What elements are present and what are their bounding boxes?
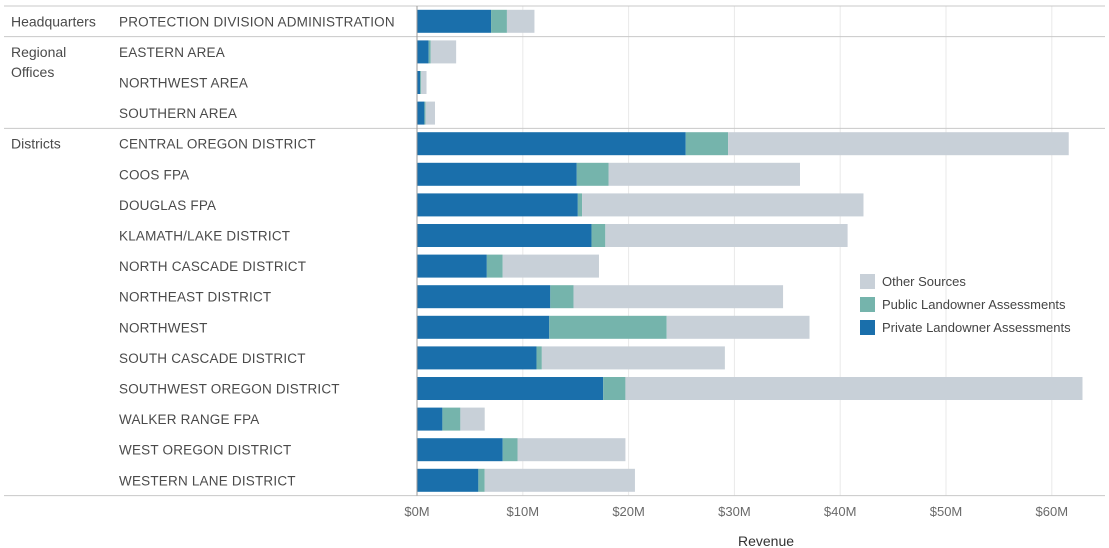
legend-label: Public Landowner Assessments [882,297,1066,312]
legend-swatch-private-landowner-assessments [860,320,875,335]
group-label: Offices [11,64,54,80]
bar-segment-private-landowner-assessments[interactable] [417,254,487,278]
row-labels: PROTECTION DIVISION ADMINISTRATION EASTER… [119,14,395,488]
row-label: NORTHWEST [119,320,208,335]
bar-segment-other-sources[interactable] [608,162,800,186]
row-label: NORTHWEST AREA [119,76,248,91]
row-label: KLAMATH/LAKE DISTRICT [119,229,290,244]
row-label: NORTHEAST DISTRICT [119,290,271,305]
legend-swatch-public-landowner-assessments [860,297,875,312]
legend-swatch-other-sources [860,274,875,289]
group-label: Districts [11,136,61,152]
bar-segment-public-landowner-assessments[interactable] [428,40,431,64]
bar-segment-public-landowner-assessments[interactable] [685,132,729,156]
row-label: SOUTHWEST OREGON DISTRICT [119,382,340,397]
bar-segment-private-landowner-assessments[interactable] [417,377,604,400]
group-separators [4,5,1105,497]
row-label: COOS FPA [119,167,189,182]
bar-segment-private-landowner-assessments[interactable] [417,346,537,370]
bar-segment-private-landowner-assessments[interactable] [417,162,577,186]
row-label: SOUTH CASCADE DISTRICT [119,351,306,366]
bar-segment-other-sources[interactable] [517,438,626,462]
gridlines [522,6,1053,496]
bar-segment-public-landowner-assessments[interactable] [549,315,667,339]
bar-segment-public-landowner-assessments[interactable] [603,377,626,400]
bar-segment-other-sources[interactable] [460,407,485,431]
bar-segment-private-landowner-assessments[interactable] [417,315,550,339]
bar-segment-private-landowner-assessments[interactable] [417,407,443,431]
x-tick-label: $60M [1036,504,1069,519]
row-label: SOUTHERN AREA [119,106,237,121]
row-label: CENTRAL OREGON DISTRICT [119,137,316,152]
bar-segment-private-landowner-assessments[interactable] [417,224,592,247]
bar-segment-public-landowner-assessments[interactable] [486,254,503,278]
bar-segment-private-landowner-assessments[interactable] [417,40,429,64]
bar-segment-private-landowner-assessments[interactable] [417,71,421,94]
bars [417,9,1083,492]
bar-segment-other-sources[interactable] [430,40,457,64]
bar-segment-public-landowner-assessments[interactable] [576,162,609,186]
bar-segment-private-landowner-assessments[interactable] [417,132,686,156]
x-tick-label: $40M [824,504,857,519]
bar-segment-public-landowner-assessments[interactable] [591,224,606,247]
x-tick-label: $0M [404,504,429,519]
legend: Other Sources Public Landowner Assessment… [860,274,1071,335]
row-label: WESTERN LANE DISTRICT [119,473,296,488]
bar-segment-private-landowner-assessments[interactable] [417,9,492,33]
x-tick-label: $50M [930,504,963,519]
x-axis-title: Revenue [738,533,794,548]
group-labels: Headquarters Regional Offices Districts [11,13,96,151]
legend-label: Other Sources [882,274,966,289]
bar-segment-other-sources[interactable] [425,101,435,125]
bar-segment-other-sources[interactable] [582,193,864,217]
bar-segment-public-landowner-assessments[interactable] [424,101,426,125]
bar-segment-public-landowner-assessments[interactable] [442,407,461,431]
bar-segment-private-landowner-assessments[interactable] [417,285,551,309]
x-tick-label: $30M [718,504,751,519]
bar-segment-public-landowner-assessments[interactable] [420,71,422,94]
row-label: EASTERN AREA [119,45,225,60]
x-tick-label: $10M [507,504,540,519]
bar-segment-public-landowner-assessments[interactable] [502,438,518,462]
bar-segment-other-sources[interactable] [484,468,635,492]
row-label: WALKER RANGE FPA [119,412,259,427]
bar-segment-private-landowner-assessments[interactable] [417,438,503,462]
bar-segment-private-landowner-assessments[interactable] [417,468,479,492]
group-label: Headquarters [11,13,96,29]
row-label: WEST OREGON DISTRICT [119,443,292,458]
bar-segment-public-landowner-assessments[interactable] [577,193,583,217]
row-label: NORTH CASCADE DISTRICT [119,259,306,274]
bar-segment-private-landowner-assessments[interactable] [417,193,578,217]
bar-segment-other-sources[interactable] [625,377,1083,400]
bar-segment-private-landowner-assessments[interactable] [417,101,425,125]
bar-segment-public-landowner-assessments[interactable] [536,346,542,370]
row-label: PROTECTION DIVISION ADMINISTRATION [119,14,395,29]
bar-segment-other-sources[interactable] [728,132,1069,156]
bar-segment-other-sources[interactable] [541,346,725,370]
bar-segment-other-sources[interactable] [666,315,810,339]
bar-segment-public-landowner-assessments[interactable] [478,468,485,492]
bar-segment-other-sources[interactable] [605,224,848,247]
bar-segment-other-sources[interactable] [421,71,427,94]
bar-segment-other-sources[interactable] [502,254,599,278]
bar-segment-other-sources[interactable] [573,285,784,309]
group-label: Regional [11,44,66,60]
bar-segment-public-landowner-assessments[interactable] [491,9,507,33]
bar-segment-public-landowner-assessments[interactable] [550,285,574,309]
bar-segment-other-sources[interactable] [506,9,535,33]
legend-label: Private Landowner Assessments [882,320,1071,335]
row-label: DOUGLAS FPA [119,198,216,213]
x-tick-label: $20M [612,504,645,519]
x-axis: $0M $10M $20M $30M $40M $50M $60M [404,6,1068,519]
